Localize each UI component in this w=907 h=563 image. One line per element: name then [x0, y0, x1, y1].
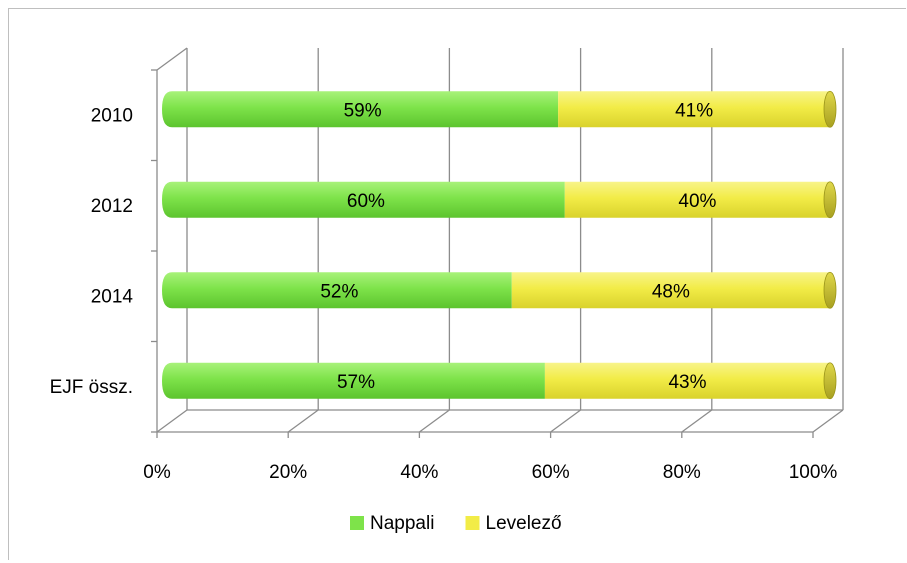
gridlines [151, 47, 844, 438]
floor-gridline [681, 409, 713, 433]
chart-frame [8, 8, 906, 560]
bar-segment-nappali [162, 362, 545, 399]
data-label: 43% [668, 372, 706, 393]
bar-segment-nappali [162, 181, 565, 218]
bar-end-cap [823, 362, 837, 400]
legend: Nappali Levelező [350, 513, 562, 534]
floor-gridline [287, 409, 319, 433]
x-tick-label: 20% [269, 462, 307, 483]
bar-segment-nappali [162, 91, 559, 128]
x-tick-label: 100% [789, 462, 838, 483]
wall-edge [156, 47, 188, 71]
floor-gridline [812, 409, 844, 433]
floor-gridline [419, 409, 450, 433]
category-label: EJF össz. [50, 377, 133, 398]
legend-swatch-nappali [350, 516, 364, 530]
category-label: 2010 [91, 105, 133, 126]
x-tick-label: 60% [532, 462, 570, 483]
category-label: 2014 [91, 286, 134, 307]
data-label: 60% [347, 191, 385, 212]
legend-label: Nappali [370, 513, 434, 534]
bar-segment-nappali [162, 272, 512, 309]
data-label: 52% [320, 281, 358, 302]
data-label: 40% [678, 191, 716, 212]
bar-segment-levelező [511, 272, 830, 309]
data-label: 59% [344, 100, 382, 121]
bars [162, 90, 837, 400]
bar-segment-levelező [544, 362, 830, 399]
legend-swatch-levelező [465, 516, 480, 530]
bar-segment-levelező [564, 181, 830, 218]
data-label: 48% [652, 281, 690, 302]
category-label: 2012 [91, 196, 133, 217]
floor-gridline [156, 409, 188, 433]
data-label: 57% [337, 372, 375, 393]
labels: 0% 20% 40% 60% 80% 100% 59% 41% 2010 60% 40% 2012 52… [50, 100, 838, 483]
bar-end-cap [823, 181, 837, 219]
data-label: 41% [675, 100, 713, 121]
floor-gridline [550, 409, 581, 433]
bar-segment-levelező [558, 91, 830, 128]
x-tick-label: 80% [663, 462, 701, 483]
x-tick-label: 0% [143, 462, 171, 483]
legend-label: Levelező [486, 513, 562, 534]
x-tick-label: 40% [400, 462, 438, 483]
bar-end-cap [823, 90, 837, 128]
bar-end-cap [823, 271, 837, 309]
